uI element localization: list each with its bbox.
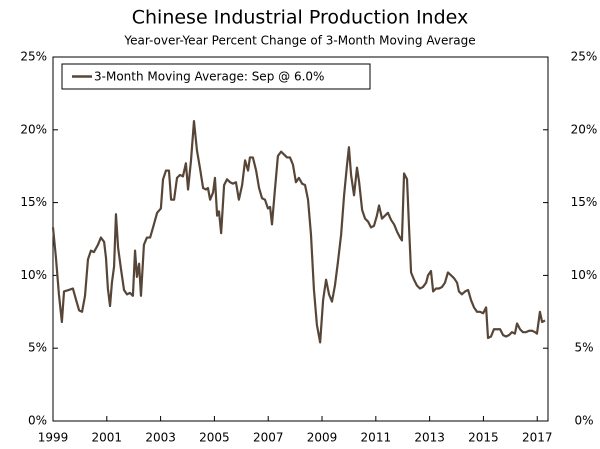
x-tick-label: 2017 bbox=[522, 431, 553, 445]
y-tick-label: 15% bbox=[20, 195, 47, 209]
x-tick-label: 2013 bbox=[414, 431, 445, 445]
y2-tick-label: 20% bbox=[571, 122, 598, 136]
legend-label: 3-Month Moving Average: Sep @ 6.0% bbox=[94, 70, 324, 84]
x-tick-label: 2009 bbox=[307, 431, 338, 445]
plot-frame bbox=[52, 56, 549, 422]
x-tick-label: 2001 bbox=[92, 431, 123, 445]
y2-tick-label: 5% bbox=[574, 341, 593, 355]
x-tick-label: 1999 bbox=[38, 431, 69, 445]
x-tick-label: 2007 bbox=[253, 431, 284, 445]
chart-title: Chinese Industrial Production Index bbox=[132, 7, 469, 29]
x-tick-label: 2015 bbox=[468, 431, 499, 445]
y2-tick-label: 15% bbox=[571, 195, 598, 209]
y-tick-label: 25% bbox=[20, 50, 47, 64]
chart-subtitle: Year-over-Year Percent Change of 3-Month… bbox=[123, 34, 475, 48]
y-tick-label: 5% bbox=[28, 341, 47, 355]
x-tick-label: 2005 bbox=[199, 431, 230, 445]
y-tick-label: 0% bbox=[28, 414, 47, 428]
y2-tick-label: 0% bbox=[574, 414, 593, 428]
y-tick-label: 20% bbox=[20, 122, 47, 136]
y-tick-label: 10% bbox=[20, 268, 47, 282]
data-line bbox=[51, 119, 546, 344]
y2-tick-label: 25% bbox=[571, 50, 598, 64]
legend-box bbox=[61, 63, 371, 90]
y2-tick-label: 10% bbox=[571, 268, 598, 282]
x-tick-label: 2003 bbox=[145, 431, 176, 445]
x-tick-label: 2011 bbox=[361, 431, 392, 445]
